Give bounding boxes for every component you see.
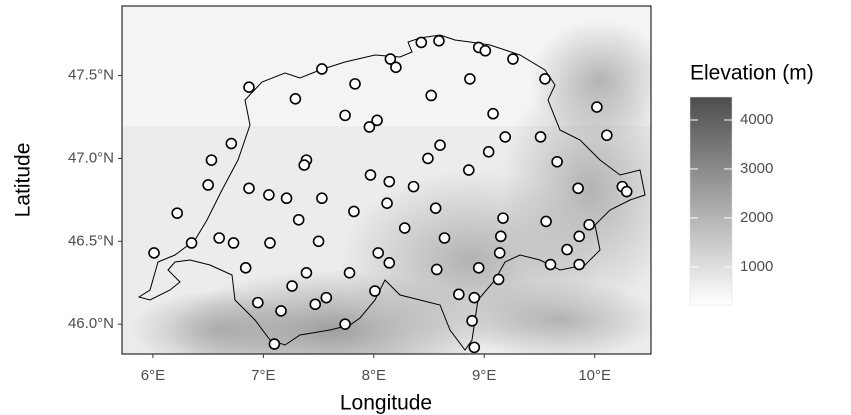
station-point [384, 177, 394, 187]
colorbar-tick-label: 4000 [740, 111, 773, 128]
x-tick-label: 7°E [251, 367, 275, 384]
station-point [480, 46, 490, 56]
y-tick-label: 47.5°N [68, 67, 114, 84]
station-point [384, 258, 394, 268]
station-point [229, 238, 239, 248]
station-point [265, 238, 275, 248]
x-tick-label: 8°E [362, 367, 386, 384]
station-point [244, 82, 254, 92]
station-point [423, 153, 433, 163]
station-point [540, 74, 550, 84]
station-point [500, 132, 510, 142]
station-point [495, 248, 505, 258]
station-point [287, 281, 297, 291]
station-point [149, 248, 159, 258]
station-point [562, 245, 572, 255]
station-point [552, 157, 562, 167]
colorbar-tick-label: 3000 [740, 160, 773, 177]
station-point [426, 90, 436, 100]
station-point [290, 94, 300, 104]
station-point [454, 289, 464, 299]
station-point [382, 198, 392, 208]
colorbar-tick-label: 1000 [740, 258, 773, 275]
colorbar-tick-label: 2000 [740, 209, 773, 226]
y-tick-label: 47.0°N [68, 149, 114, 166]
y-tick-label: 46.5°N [68, 232, 114, 249]
station-point [282, 193, 292, 203]
station-point [365, 170, 375, 180]
station-point [391, 62, 401, 72]
station-point [439, 233, 449, 243]
station-point [434, 36, 444, 46]
station-point [172, 208, 182, 218]
station-point [340, 319, 350, 329]
x-axis-title: Longitude [340, 392, 432, 415]
station-point [253, 298, 263, 308]
station-point [314, 236, 324, 246]
station-point [187, 238, 197, 248]
station-point [299, 160, 309, 170]
station-point [317, 64, 327, 74]
station-point [364, 122, 374, 132]
station-point [350, 79, 360, 89]
station-point [203, 180, 213, 190]
station-point [574, 260, 584, 270]
station-point [498, 213, 508, 223]
station-point [269, 339, 279, 349]
station-point [294, 215, 304, 225]
station-point [573, 183, 583, 193]
station-point [592, 102, 602, 112]
station-point [496, 231, 506, 241]
station-point [431, 203, 441, 213]
station-point [301, 268, 311, 278]
station-point [469, 342, 479, 352]
elevation-raster [122, 6, 680, 390]
y-axis-title: Latitude [12, 143, 35, 218]
x-tick-label: 6°E [141, 367, 165, 384]
station-point [508, 54, 518, 64]
legend-title: Elevation (m) [690, 62, 814, 85]
station-point [370, 286, 380, 296]
station-point [465, 74, 475, 84]
station-point [373, 248, 383, 258]
station-point [464, 165, 474, 175]
station-point [488, 109, 498, 119]
station-point [574, 231, 584, 241]
station-point [474, 263, 484, 273]
station-point [584, 220, 594, 230]
station-point [310, 299, 320, 309]
station-point [206, 155, 216, 165]
y-tick-label: 46.0°N [68, 315, 114, 332]
station-point [226, 139, 236, 149]
station-point [622, 187, 632, 197]
station-point [321, 293, 331, 303]
station-point [244, 183, 254, 193]
station-point [469, 293, 479, 303]
station-point [432, 264, 442, 274]
station-point [467, 316, 477, 326]
station-point [241, 263, 251, 273]
station-point [435, 140, 445, 150]
x-tick-label: 10°E [578, 367, 611, 384]
station-point [541, 216, 551, 226]
station-point [494, 274, 504, 284]
station-point [345, 268, 355, 278]
chart: Longitude Latitude Elevation (m) 6°E 7°E 8… [0, 0, 851, 415]
station-point [602, 130, 612, 140]
station-point [264, 190, 274, 200]
station-point [546, 260, 556, 270]
station-point [317, 193, 327, 203]
station-point [416, 37, 426, 47]
station-point [340, 110, 350, 120]
station-point [484, 147, 494, 157]
station-point [536, 132, 546, 142]
station-point [409, 182, 419, 192]
station-point [214, 233, 224, 243]
station-point [400, 223, 410, 233]
colorbar [690, 97, 732, 305]
x-tick-label: 9°E [472, 367, 496, 384]
station-point [276, 306, 286, 316]
station-point [349, 206, 359, 216]
